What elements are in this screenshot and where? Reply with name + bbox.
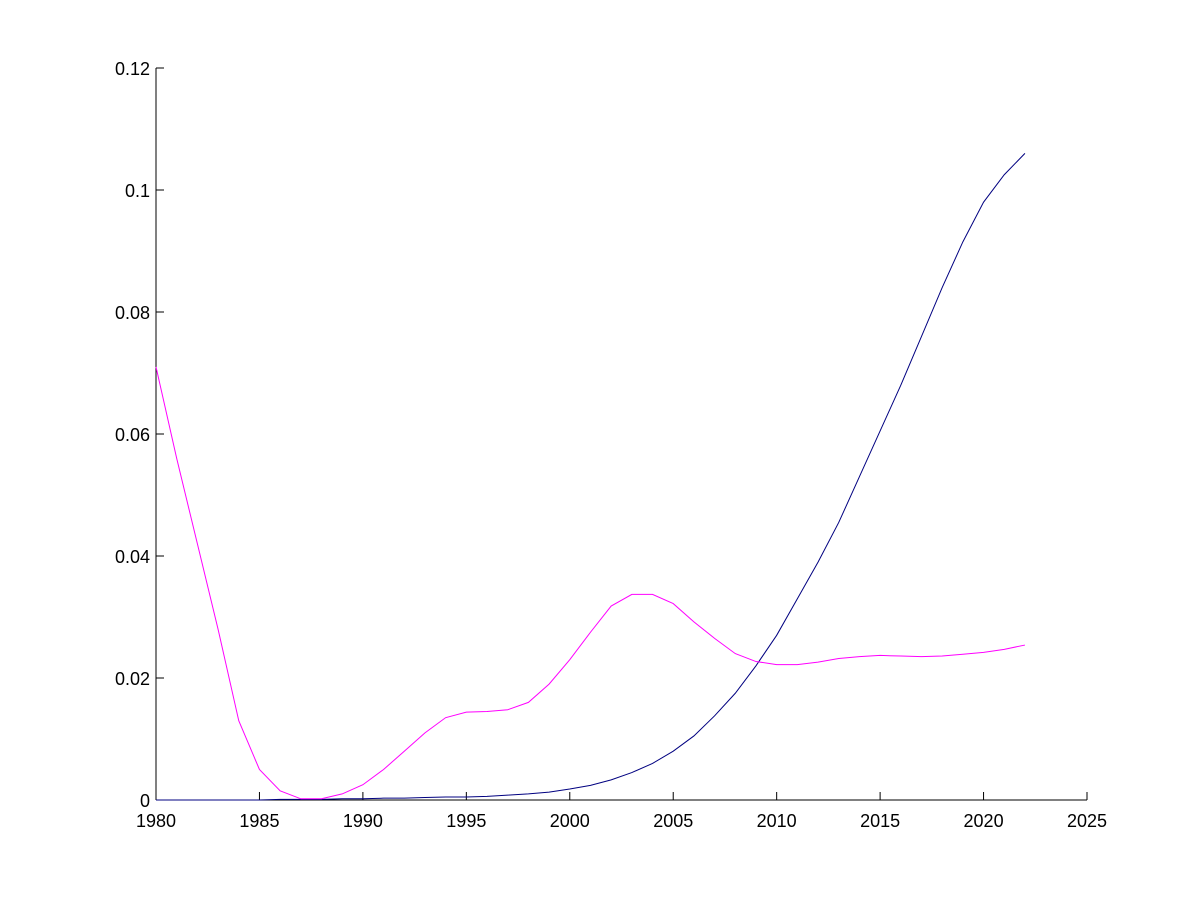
- x-tick-label: 1980: [136, 811, 176, 831]
- x-tick-label: 1985: [239, 811, 279, 831]
- x-tick-label: 2000: [550, 811, 590, 831]
- y-tick-label: 0: [140, 791, 150, 811]
- series-line-1: [156, 153, 1026, 801]
- y-tick-label: 0.08: [115, 303, 150, 323]
- x-tick-label: 2020: [964, 811, 1004, 831]
- y-tick-label: 0.02: [115, 669, 150, 689]
- x-tick-label: 2015: [860, 811, 900, 831]
- y-tick-label: 0.04: [115, 547, 150, 567]
- x-tick-label: 2025: [1067, 811, 1107, 831]
- x-tick-label: 1990: [343, 811, 383, 831]
- x-tick-label: 2010: [757, 811, 797, 831]
- y-tick-label: 0.1: [125, 181, 150, 201]
- x-tick-label: 2005: [653, 811, 693, 831]
- y-tick-label: 0.06: [115, 425, 150, 445]
- series-layer: [155, 153, 1026, 801]
- axes: 1980 1985 1990 1995 2000 2005 2010 2015 2020 2025…: [115, 59, 1107, 831]
- y-tick-label: 0.12: [115, 59, 150, 79]
- series-line-2: [155, 366, 1026, 800]
- x-tick-label: 1995: [446, 811, 486, 831]
